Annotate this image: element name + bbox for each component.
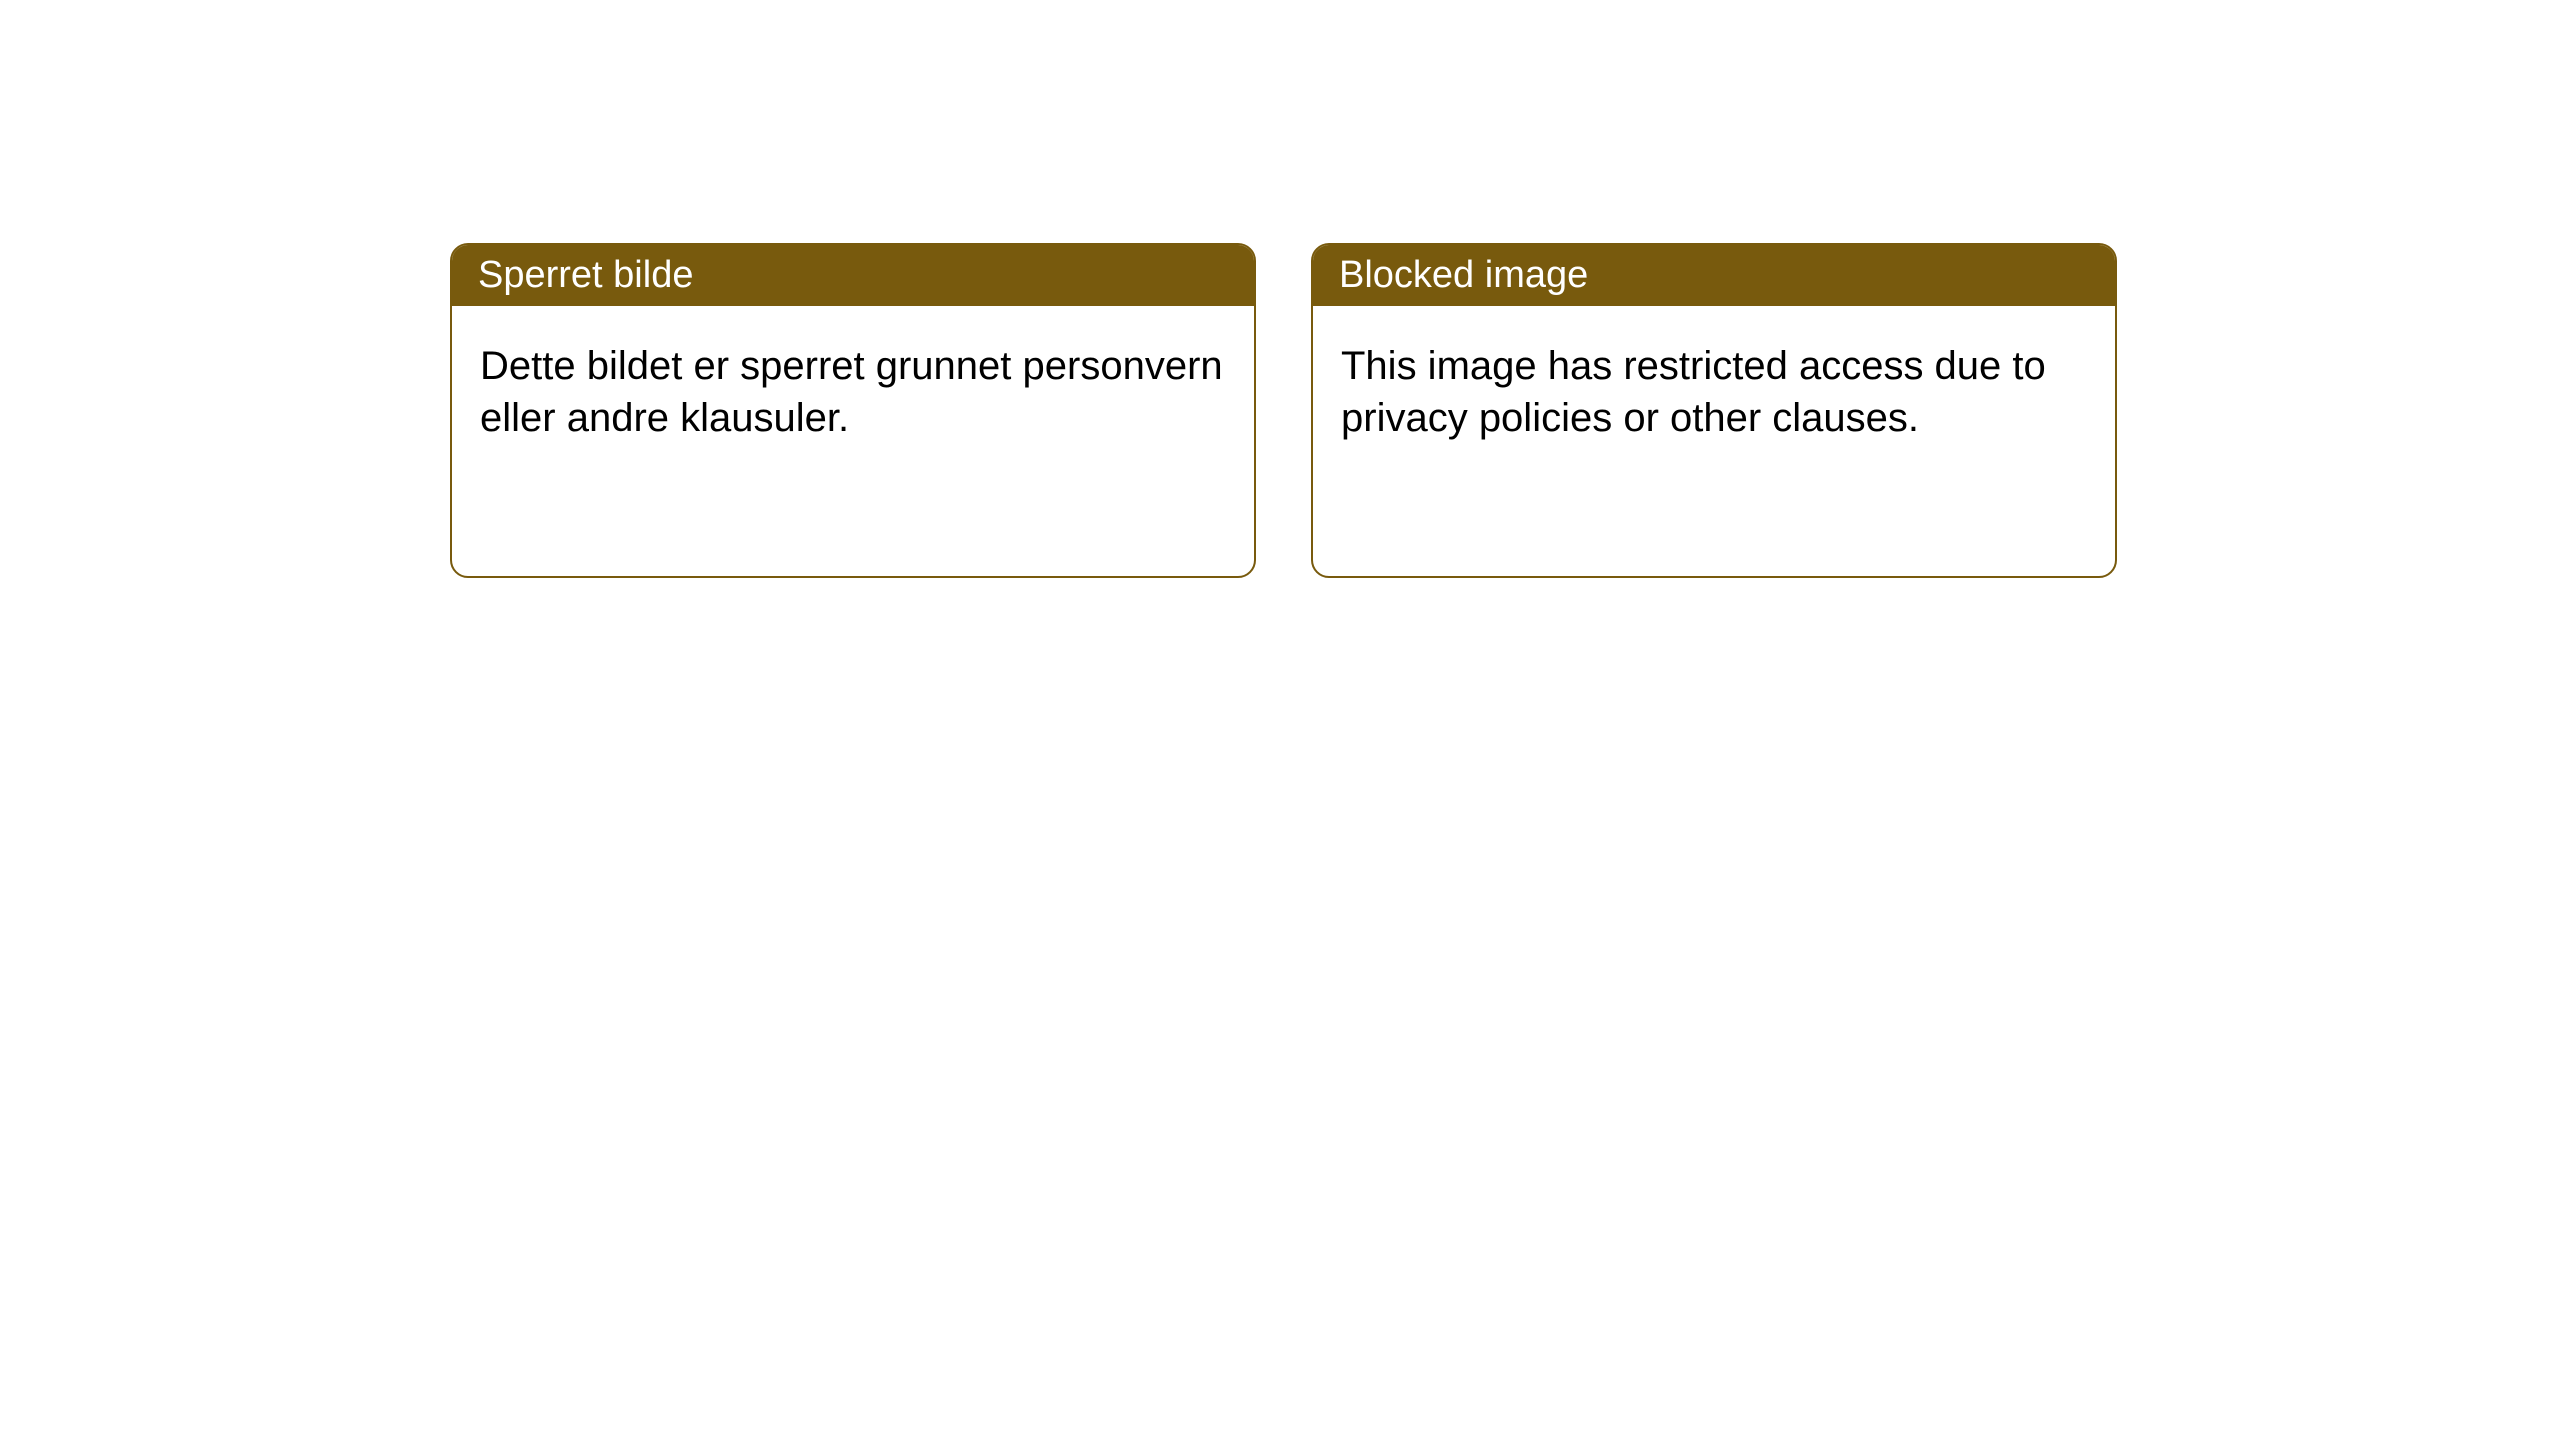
notice-container: Sperret bilde Dette bildet er sperret gr… [450,243,2560,578]
notice-card-norwegian: Sperret bilde Dette bildet er sperret gr… [450,243,1256,578]
notice-body-text: This image has restricted access due to … [1341,344,2046,440]
notice-body: Dette bildet er sperret grunnet personve… [452,306,1254,478]
notice-header: Blocked image [1313,245,2115,306]
notice-header: Sperret bilde [452,245,1254,306]
notice-body: This image has restricted access due to … [1313,306,2115,478]
notice-card-english: Blocked image This image has restricted … [1311,243,2117,578]
notice-title: Sperret bilde [478,254,693,297]
notice-body-text: Dette bildet er sperret grunnet personve… [480,344,1223,440]
notice-title: Blocked image [1339,254,1588,297]
